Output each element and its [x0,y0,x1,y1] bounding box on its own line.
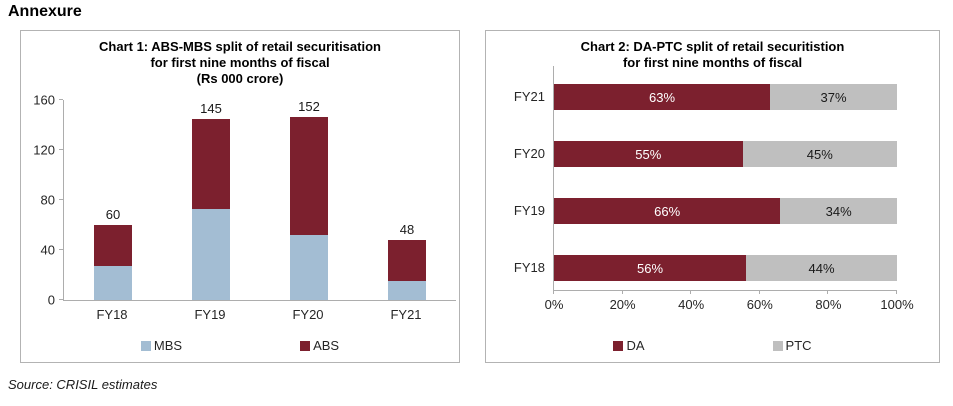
bar-segment-FY21-DA: 63% [554,84,771,110]
chart2-plot-area: FY21 63% 37% FY20 55% 45% FY19 66% 34% FY18 56% 44%… [514,66,914,312]
bar-segment-FY20-PTC: 45% [742,141,897,167]
y-tick-mark [59,299,63,300]
chart1-legend: MBS ABS [21,338,459,353]
y-tick-label: 160 [33,92,55,108]
bar-FY18: 60 [64,100,162,300]
legend-item-PTC: PTC [772,338,812,353]
bar-segment-FY20-MBS [290,234,328,300]
y-tick-mark [59,149,63,150]
x-tick-mark [553,290,554,294]
x-category-label: FY21 [390,307,422,322]
bar-FY21: 48 [358,100,456,300]
x-category-label: FY19 [194,307,226,322]
y-tick-label: 120 [33,142,55,158]
x-tick-mark [690,290,692,294]
row-bar-FY21: 63% 37% [554,84,897,110]
x-tick-label: 0% [544,297,564,312]
chart2-title-line1: Chart 2: DA-PTC split of retail securiti… [580,39,845,54]
bar-segment-FY21-ABS [388,240,426,282]
bar-segment-FY20-ABS [290,117,328,235]
bar-segment-FY19-MBS [192,208,230,300]
bar-segment-FY18-ABS [94,225,132,267]
y-tick-label: 0 [47,292,55,308]
x-category-label: FY20 [292,307,324,322]
y-tick-mark [59,99,63,100]
row-bar-FY18: 56% 44% [554,255,897,281]
bar-total-label: 145 [200,100,222,116]
bar-FY20: 152 [260,100,358,300]
x-tick-mark [827,290,829,294]
legend-swatch-ABS [300,340,311,351]
chart2-legend: DA PTC [486,338,939,353]
legend-swatch-PTC [772,340,783,351]
x-tick-label: 80% [815,297,842,312]
bar-total-label: 152 [298,99,320,114]
chart1-title: Chart 1: ABS-MBS split of retail securit… [21,39,459,87]
row-label-FY18: FY18 [513,260,545,275]
x-tick-mark [758,290,760,294]
bar-segment-FY18-PTC: 44% [746,255,897,281]
legend-item-ABS: ABS [300,338,339,353]
bar-segment-FY18-MBS [94,266,132,300]
chart1-plot-area: 60 145 152 48 0 40 80 120 160 [33,94,456,307]
row-label-FY21: FY21 [513,89,545,104]
x-tick-mark [621,290,623,294]
row-label-FY19: FY19 [513,203,545,218]
legend-label: MBS [153,338,183,353]
source-note: Source: CRISIL estimates [8,377,158,392]
x-tick-label: 20% [609,297,636,312]
legend-label: PTC [785,338,812,353]
chart1-title-line2: for first nine months of fiscal [150,55,330,70]
chart1-title-line1: Chart 1: ABS-MBS split of retail securit… [99,39,381,54]
chart1-category-axis: FY18 FY19 FY20 FY21 [63,307,455,322]
bar-total-label: 48 [399,222,415,237]
x-tick-label: 60% [746,297,773,312]
page-title: Annexure [8,3,82,20]
chart2-title: Chart 2: DA-PTC split of retail securiti… [486,39,939,71]
chart1-title-line3: (Rs 000 crore) [196,71,284,86]
legend-item-DA: DA [613,338,645,353]
legend-item-MBS: MBS [140,338,183,353]
bar-segment-FY21-MBS [388,281,426,300]
bar-FY19: 145 [162,100,260,300]
x-tick-label: 40% [678,297,705,312]
bar-total-label: 60 [105,207,121,222]
bar-segment-FY18-DA: 56% [554,255,747,281]
legend-label: DA [626,338,645,353]
x-category-label: FY18 [96,307,128,322]
bar-segment-FY20-DA: 55% [554,141,743,167]
y-tick-mark [59,249,63,250]
legend-label: ABS [313,338,340,353]
chart2-title-line2: for first nine months of fiscal [622,55,803,70]
y-tick-label: 80 [40,192,55,208]
chart2-panel: Chart 2: DA-PTC split of retail securiti… [485,30,940,363]
bar-segment-FY19-DA: 66% [554,198,781,224]
bar-segment-FY21-PTC: 37% [770,84,897,110]
y-tick-mark [59,199,63,200]
bar-segment-FY19-PTC: 34% [780,198,897,224]
x-tick-label: 100% [880,297,914,312]
y-tick-label: 40 [40,242,55,258]
row-label-FY20: FY20 [513,146,545,161]
x-tick-mark [896,290,897,294]
row-bar-FY20: 55% 45% [554,141,897,167]
chart1-panel: Chart 1: ABS-MBS split of retail securit… [20,30,460,363]
row-bar-FY19: 66% 34% [554,198,897,224]
bar-segment-FY19-ABS [192,118,230,209]
legend-swatch-MBS [140,340,151,351]
chart1-bars: 60 145 152 48 [64,100,456,300]
legend-swatch-DA [613,340,624,351]
